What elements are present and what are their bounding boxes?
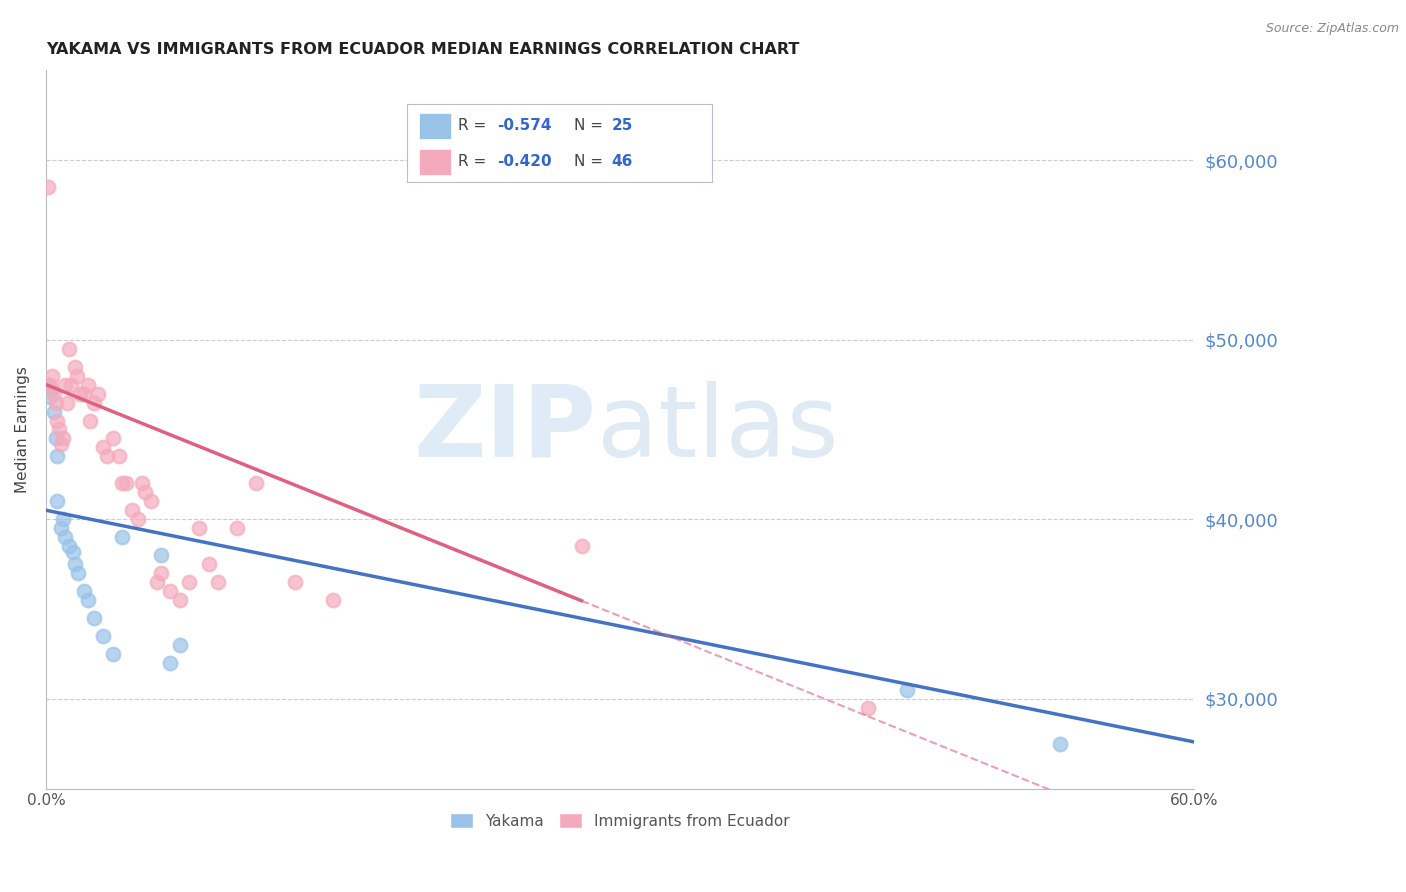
Point <box>63 557 86 571</box>
Point <box>83 611 105 625</box>
Point <box>127 512 149 526</box>
Point <box>96 450 118 464</box>
Point <box>37 377 59 392</box>
Point <box>571 539 593 553</box>
Point <box>56 395 79 409</box>
Y-axis label: Median Earnings: Median Earnings <box>15 366 30 493</box>
Point <box>111 476 134 491</box>
Point <box>52 432 75 446</box>
Point <box>146 575 169 590</box>
Text: -0.420: -0.420 <box>496 154 551 169</box>
Point <box>93 629 115 643</box>
Point <box>207 575 229 590</box>
Point <box>121 503 143 517</box>
FancyBboxPatch shape <box>408 104 711 182</box>
Point <box>37 180 59 194</box>
Text: -0.574: -0.574 <box>496 118 551 133</box>
Point <box>41 383 63 397</box>
Point <box>188 521 211 535</box>
Point <box>65 368 87 383</box>
Point <box>44 432 66 446</box>
Point <box>93 441 115 455</box>
Point <box>149 548 172 562</box>
Point <box>69 386 91 401</box>
Text: R =: R = <box>458 154 491 169</box>
Point <box>48 422 70 436</box>
Point <box>42 404 65 418</box>
Point <box>46 494 69 508</box>
Text: 46: 46 <box>612 154 633 169</box>
FancyBboxPatch shape <box>419 150 451 175</box>
Point <box>101 647 124 661</box>
Point <box>58 539 80 553</box>
Point <box>73 386 96 401</box>
Text: Source: ZipAtlas.com: Source: ZipAtlas.com <box>1265 22 1399 36</box>
Text: ZIP: ZIP <box>413 381 598 478</box>
Point <box>51 437 73 451</box>
Point <box>149 566 172 580</box>
Point <box>52 512 75 526</box>
Point <box>101 432 124 446</box>
Point <box>38 377 60 392</box>
Point <box>322 593 344 607</box>
Text: N =: N = <box>574 118 607 133</box>
Point <box>53 530 76 544</box>
Point <box>159 584 181 599</box>
Point <box>46 450 69 464</box>
Point <box>63 359 86 374</box>
Point <box>226 521 249 535</box>
Point <box>111 530 134 544</box>
FancyBboxPatch shape <box>419 113 451 139</box>
Point <box>896 682 918 697</box>
Point <box>79 413 101 427</box>
Point <box>858 700 880 714</box>
Point <box>284 575 307 590</box>
Point <box>141 494 163 508</box>
Text: atlas: atlas <box>598 381 838 478</box>
Point <box>62 544 84 558</box>
Point <box>77 377 100 392</box>
Point <box>41 368 63 383</box>
Point <box>169 593 191 607</box>
Point <box>245 476 267 491</box>
Text: R =: R = <box>458 118 491 133</box>
Point <box>77 593 100 607</box>
Point <box>38 390 60 404</box>
Point <box>42 386 65 401</box>
Point <box>197 557 219 571</box>
Point <box>73 584 96 599</box>
Point <box>44 395 66 409</box>
Point <box>46 413 69 427</box>
Point <box>169 638 191 652</box>
Point <box>83 395 105 409</box>
Point <box>115 476 138 491</box>
Point <box>107 450 129 464</box>
Point <box>51 521 73 535</box>
Point <box>67 566 90 580</box>
Point <box>159 656 181 670</box>
Point <box>53 377 76 392</box>
Text: 25: 25 <box>612 118 633 133</box>
Point <box>59 377 82 392</box>
Point <box>179 575 201 590</box>
Text: YAKAMA VS IMMIGRANTS FROM ECUADOR MEDIAN EARNINGS CORRELATION CHART: YAKAMA VS IMMIGRANTS FROM ECUADOR MEDIAN… <box>46 42 800 57</box>
Text: N =: N = <box>574 154 607 169</box>
Legend: Yakama, Immigrants from Ecuador: Yakama, Immigrants from Ecuador <box>444 806 796 835</box>
Point <box>131 476 153 491</box>
Point <box>1049 737 1071 751</box>
Point <box>86 386 108 401</box>
Point <box>134 485 156 500</box>
Point <box>58 342 80 356</box>
